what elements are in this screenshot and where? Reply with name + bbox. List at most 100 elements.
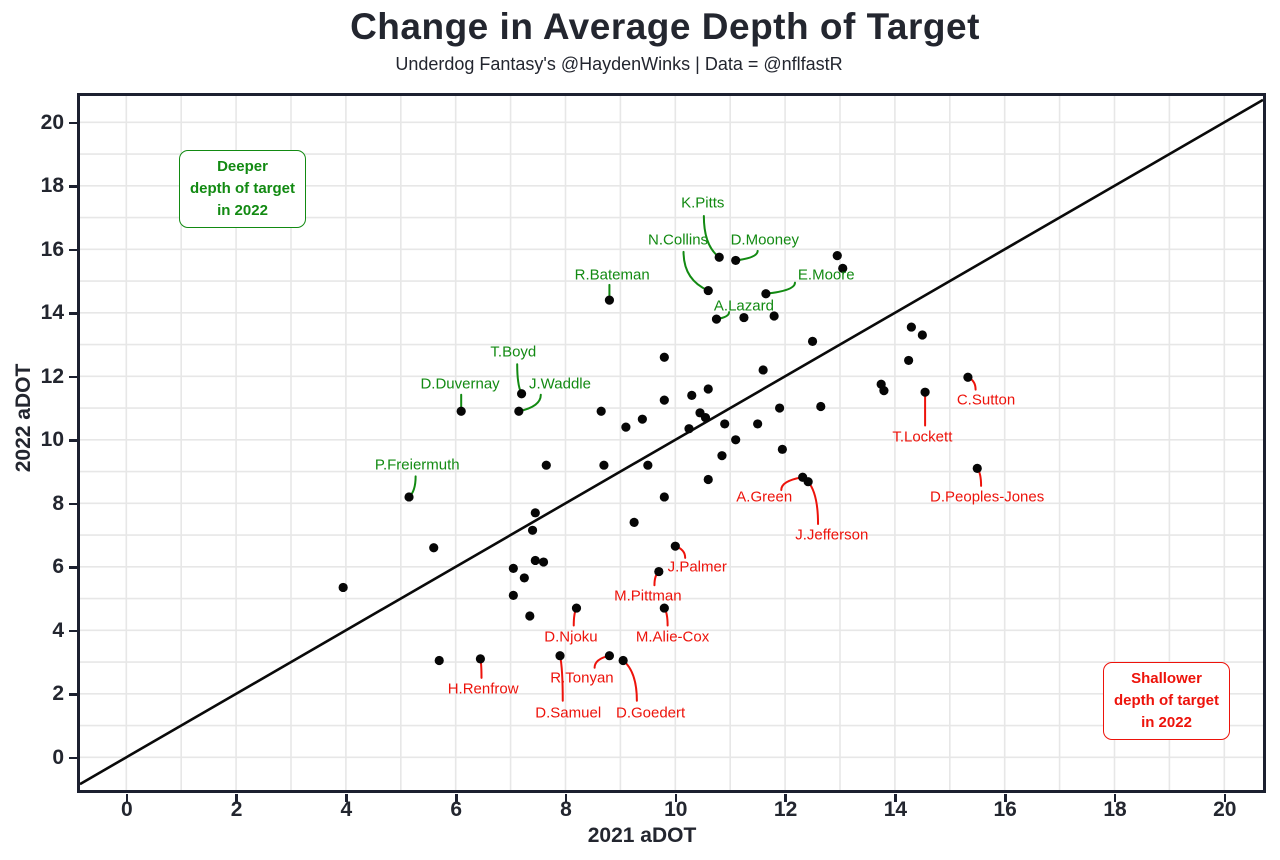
x-tick-label: 6 <box>450 798 463 821</box>
data-point-t-lockett <box>920 387 930 397</box>
x-tick-label: 0 <box>120 798 133 821</box>
data-point-e-moore <box>761 289 771 299</box>
data-point <box>643 460 653 470</box>
data-point <box>832 251 842 261</box>
player-label: D.Mooney <box>730 231 799 249</box>
data-point <box>530 555 540 566</box>
player-label: M.Alie-Cox <box>635 628 710 646</box>
y-tick-mark <box>69 502 77 506</box>
player-label: J.Palmer <box>667 558 727 576</box>
data-point-d-peoples-jones <box>972 463 982 473</box>
data-point <box>775 403 785 413</box>
player-label: P.Freiermuth <box>374 456 460 474</box>
chart-subtitle: Underdog Fantasy's @HaydenWinks | Data =… <box>395 54 843 74</box>
x-tick-mark <box>125 794 129 802</box>
y-tick-label: 12 <box>40 364 64 388</box>
player-label: T.Boyd <box>490 343 537 361</box>
y-tick-label: 18 <box>40 174 64 198</box>
y-tick-mark <box>69 312 77 315</box>
x-tick-mark <box>894 794 897 802</box>
data-point <box>637 414 647 424</box>
data-point <box>659 352 669 362</box>
data-point-j-waddle <box>514 406 524 416</box>
shallower-note-line2: depth of target <box>1114 692 1219 709</box>
x-tick-label: 14 <box>883 798 908 821</box>
x-tick-mark <box>1004 794 1007 802</box>
data-point <box>703 474 713 485</box>
data-point <box>769 311 779 321</box>
data-point <box>519 573 529 583</box>
chart-title: Change in Average Depth of Target <box>350 6 980 47</box>
y-tick-mark <box>69 375 77 379</box>
x-tick-mark <box>564 794 568 802</box>
x-tick-label: 2 <box>230 798 243 821</box>
x-tick-mark <box>345 794 348 802</box>
y-tick-label: 20 <box>40 110 64 134</box>
data-point-k-pitts <box>714 252 724 262</box>
player-label: A.Lazard <box>713 297 774 315</box>
label-leader-line <box>764 281 796 295</box>
data-point <box>596 406 606 416</box>
data-point <box>525 611 535 621</box>
player-label: H.Renfrow <box>447 680 519 698</box>
player-label: J.Jefferson <box>795 526 869 544</box>
data-point <box>906 322 916 332</box>
data-point <box>338 582 348 593</box>
data-point <box>599 460 609 470</box>
data-point <box>904 355 914 366</box>
data-point-p-freiermuth <box>404 492 414 502</box>
data-point <box>434 655 444 666</box>
x-tick-label: 4 <box>340 798 353 821</box>
data-point <box>429 543 439 553</box>
data-point <box>700 412 711 423</box>
shallower-note-line3: in 2022 <box>1141 714 1192 731</box>
data-point <box>527 525 538 535</box>
y-tick-mark <box>69 185 77 188</box>
x-tick-label: 16 <box>993 798 1017 821</box>
x-tick-mark <box>674 794 678 802</box>
player-label: R.Tonyan <box>550 669 614 687</box>
data-point <box>703 384 713 394</box>
deeper-note-line2: depth of target <box>190 180 295 197</box>
shallower-note-line1: Shallower <box>1131 670 1202 687</box>
data-point <box>684 424 694 434</box>
x-tick-label: 12 <box>773 798 798 821</box>
data-point-d-mooney <box>731 255 741 266</box>
y-tick-mark <box>69 248 77 252</box>
plot-area: Deeper depth of target in 2022 Shallower… <box>77 93 1266 793</box>
x-tick-label: 18 <box>1103 798 1127 821</box>
player-label: C.Sutton <box>956 391 1016 409</box>
deeper-note-line3: in 2022 <box>217 202 268 219</box>
y-tick-label: 8 <box>52 491 64 515</box>
player-label: J.Waddle <box>529 375 591 393</box>
data-point-d-goedert <box>618 655 628 666</box>
y-tick-mark <box>69 756 77 760</box>
data-point <box>917 330 927 340</box>
y-tick-mark <box>69 566 77 569</box>
x-tick-label: 20 <box>1213 798 1237 821</box>
data-point <box>687 390 697 400</box>
data-point <box>508 590 518 600</box>
player-label: R.Bateman <box>574 266 650 284</box>
data-point <box>530 508 540 518</box>
data-point <box>838 263 848 273</box>
data-point-h-renfrow <box>475 654 486 664</box>
data-point <box>777 444 787 454</box>
player-label: D.Samuel <box>535 704 602 722</box>
data-point <box>807 336 818 346</box>
data-point-n-collins <box>703 285 713 296</box>
data-point-j-jefferson <box>803 477 813 487</box>
identity-line <box>80 98 1263 786</box>
data-point <box>508 563 518 573</box>
data-point <box>538 557 549 567</box>
y-tick-label: 16 <box>40 237 64 261</box>
player-label: A.Green <box>736 488 793 506</box>
data-point <box>659 395 669 405</box>
data-point <box>816 401 826 412</box>
data-point-d-duvernay <box>456 406 466 416</box>
y-tick-label: 4 <box>52 618 64 642</box>
data-point <box>720 419 730 429</box>
player-label: M.Pittman <box>614 587 682 605</box>
data-point <box>739 312 749 323</box>
